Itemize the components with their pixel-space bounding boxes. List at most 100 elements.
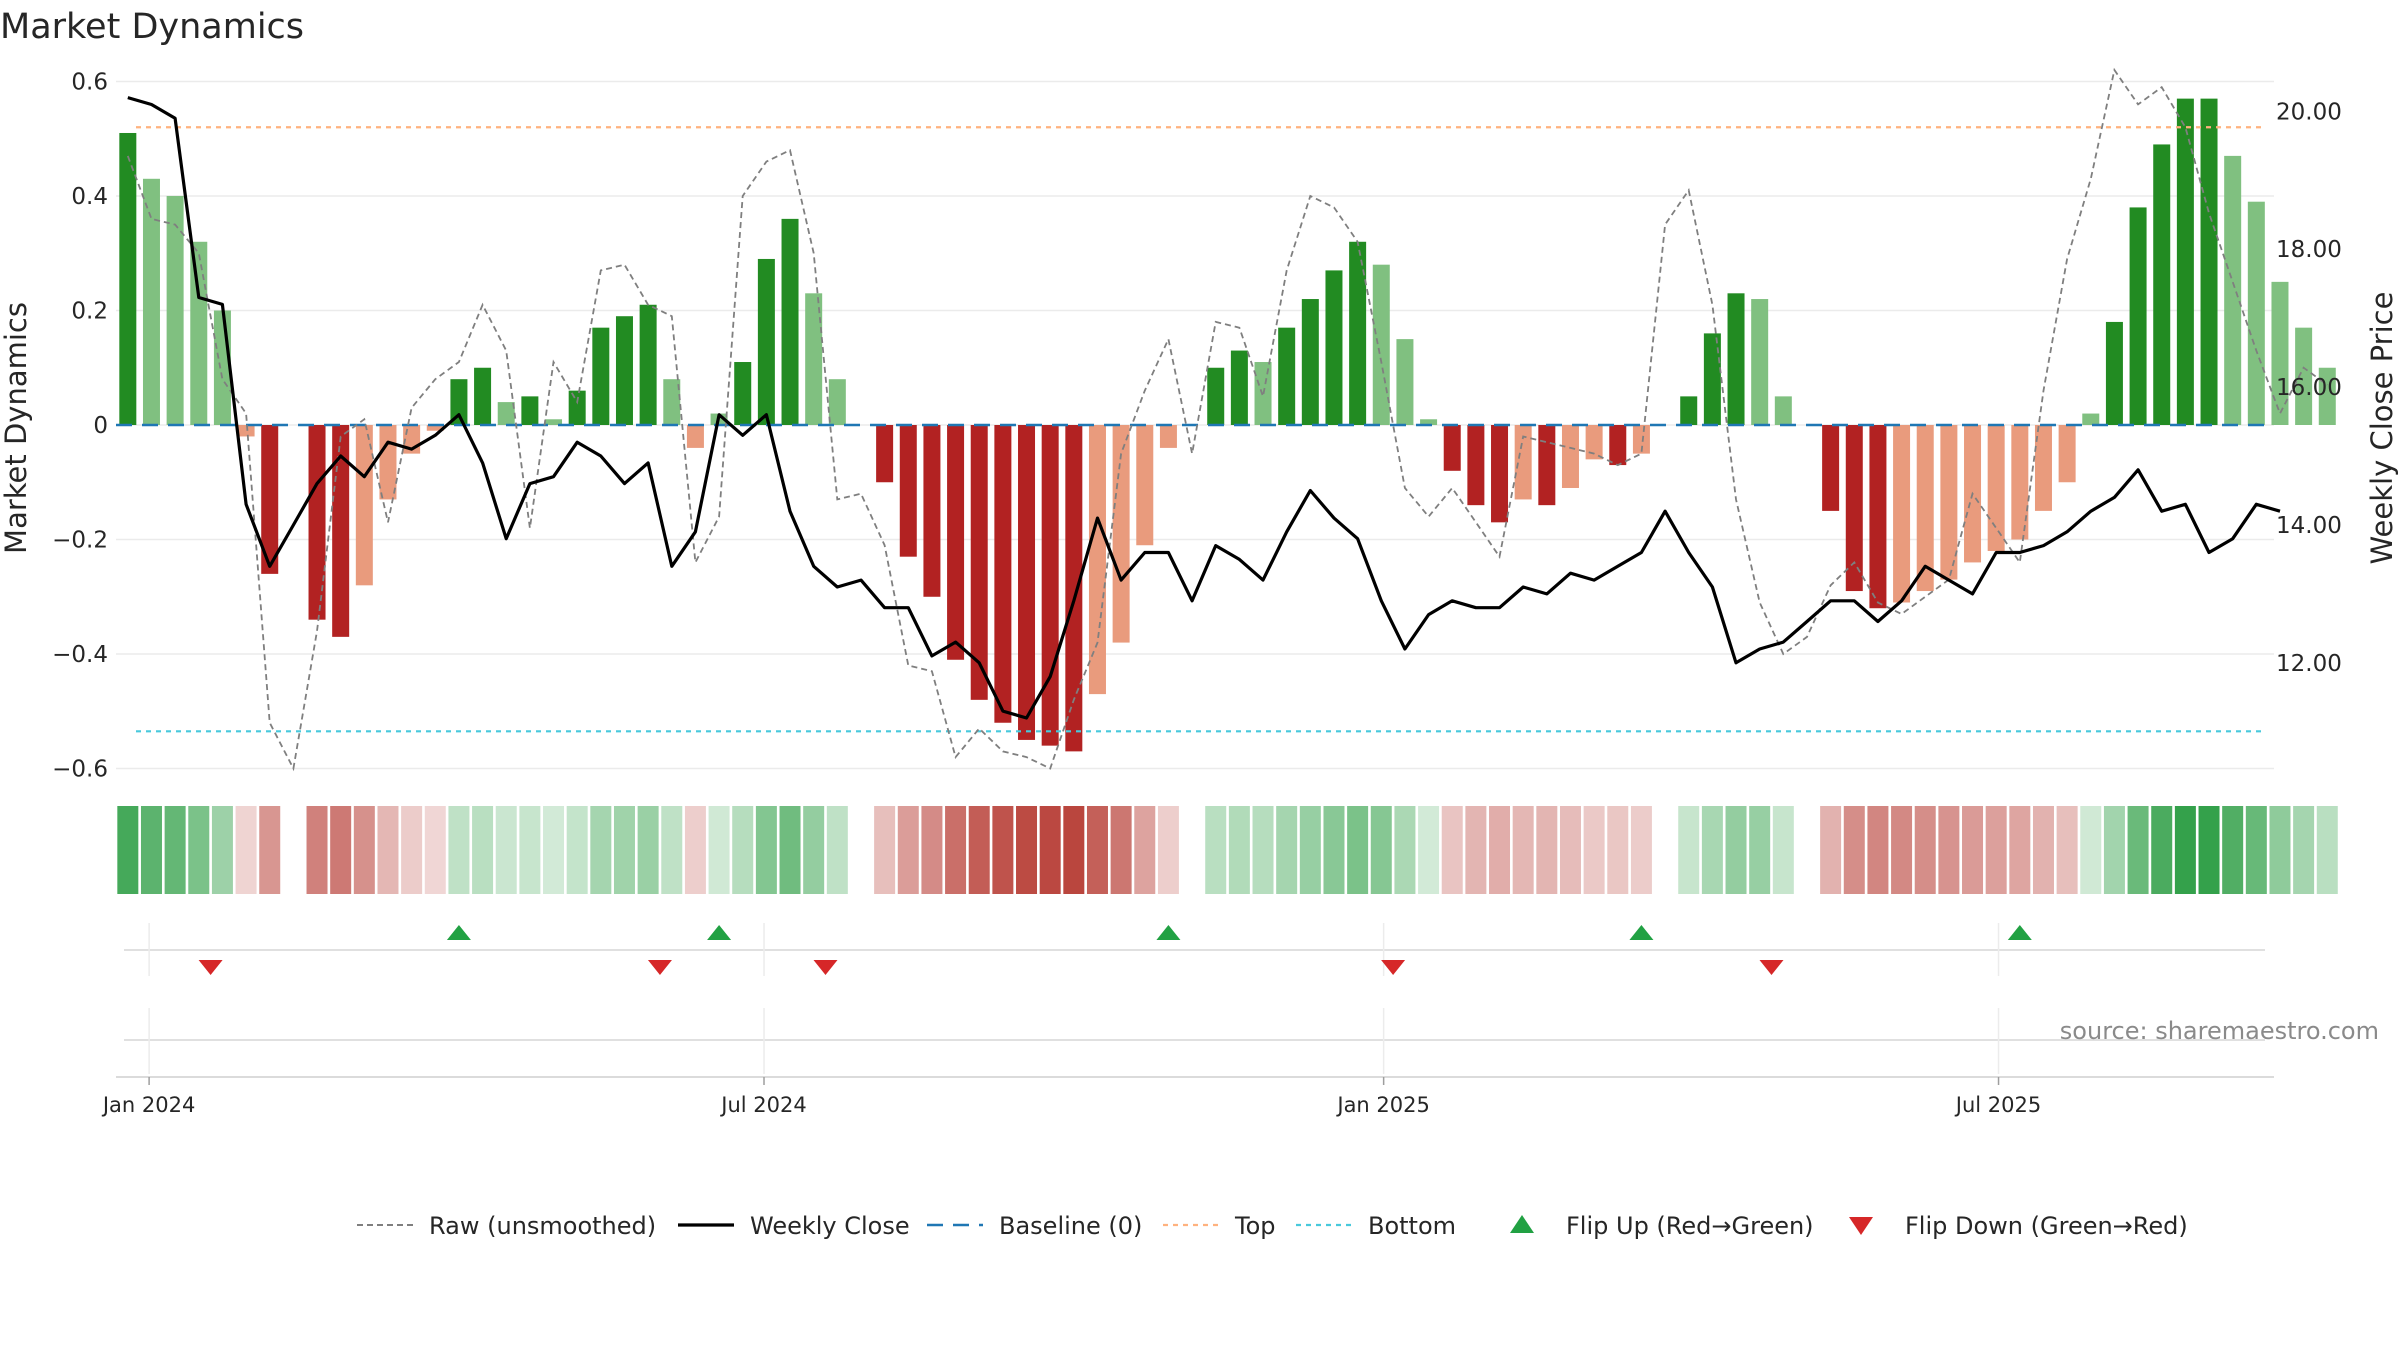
heat-cell [1725,806,1747,894]
bar [1301,299,1319,425]
heat-cell [188,806,210,894]
flip-down-marker [647,960,672,975]
bar [1112,425,1130,643]
y2-tick-label: 20.00 [2276,99,2342,125]
bar [970,425,988,700]
bar [2271,281,2289,425]
heat-cell [1914,806,1936,894]
bar [686,425,704,448]
heat-cell [1370,806,1392,894]
heat-cell [613,806,635,894]
y2-tick-label: 16.00 [2276,375,2342,401]
heat-cell [211,806,233,894]
bar [781,218,799,425]
heat-cell [684,806,706,894]
heat-cell [1134,806,1156,894]
y-tick-label: 0.2 [71,298,108,324]
heat-cell [661,806,683,894]
bar [474,367,492,425]
flip-up-marker [1629,925,1654,940]
bar [1774,396,1792,425]
bar [497,402,515,425]
heat-cell [1512,806,1534,894]
heat-cell [235,806,257,894]
legend: Raw (unsmoothed) Weekly Close Baseline (0)… [357,1212,2188,1240]
bar [1869,425,1887,609]
y-tick-label: −0.6 [52,757,108,783]
heat-cell [2222,806,2244,894]
heat-cell [2127,806,2149,894]
flip-up-marker [707,925,732,940]
reference-lines [116,126,2274,733]
bar [1987,425,2005,551]
bar [1420,419,1438,425]
heat-cell [2316,806,2338,894]
bar [592,327,610,425]
bar [1230,350,1248,425]
y2-tick-label: 12.00 [2276,651,2342,677]
heat-cell [401,806,423,894]
heat-cell [1441,806,1463,894]
bar [1680,396,1698,425]
heat-cell [1110,806,1132,894]
bar [994,425,1012,723]
x-axis: Jan 2024 Jul 2024 Jan 2025 Jul 2025 [101,1076,2274,1117]
weekly-close-line [127,96,2281,720]
bar [379,425,397,500]
heat-cell [1962,806,1984,894]
heat-cell [140,806,162,894]
x-tick-label: Jan 2024 [101,1093,196,1117]
bar [1325,270,1343,425]
bar [1632,425,1650,454]
heat-cell [543,806,565,894]
heat-cell [1157,806,1179,894]
bar [1561,425,1579,488]
line-series [126,67,2328,772]
heat-cell [1701,806,1723,894]
y-axis-right: 20.00 18.00 16.00 14.00 12.00 [2276,99,2342,676]
bar [545,419,563,425]
bar [2295,327,2313,425]
heat-cell [1418,806,1440,894]
heat-cell [1891,806,1913,894]
heat-cell [1867,806,1889,894]
heat-cell [566,806,588,894]
heat-cell [1276,806,1298,894]
bar [2176,98,2194,426]
heat-cell [1299,806,1321,894]
source-label: source: sharemaestro.com [2060,1017,2379,1045]
chart-title: Market Dynamics [0,7,304,47]
legend-label: Top [1234,1212,1276,1240]
heat-cell [1985,806,2007,894]
heat-cell [1394,806,1416,894]
bar [355,425,373,586]
bar [119,132,137,425]
heat-cell [779,806,801,894]
heat-cell [1252,806,1274,894]
raw-line [126,67,2328,772]
flip-down-marker [813,960,838,975]
bar [1396,339,1414,425]
bar [805,293,823,425]
bar [1018,425,1036,740]
heat-cell [1536,806,1558,894]
bar [1940,425,1958,580]
bar [1491,425,1509,523]
heat-cell [732,806,754,894]
heat-cell [1772,806,1794,894]
heat-cell [1630,806,1652,894]
heat-cell [1938,806,1960,894]
bar [2153,144,2171,425]
bar [2247,201,2265,425]
heat-cell [448,806,470,894]
x-tick-label: Jul 2024 [719,1093,806,1117]
legend-label: Raw (unsmoothed) [429,1212,656,1240]
bar [1916,425,1934,592]
flip-up-marker [446,925,471,940]
heat-cell [968,806,990,894]
heat-cell [1583,806,1605,894]
heat-cell [2056,806,2078,894]
heat-cell [874,806,896,894]
heat-cell [1063,806,1085,894]
